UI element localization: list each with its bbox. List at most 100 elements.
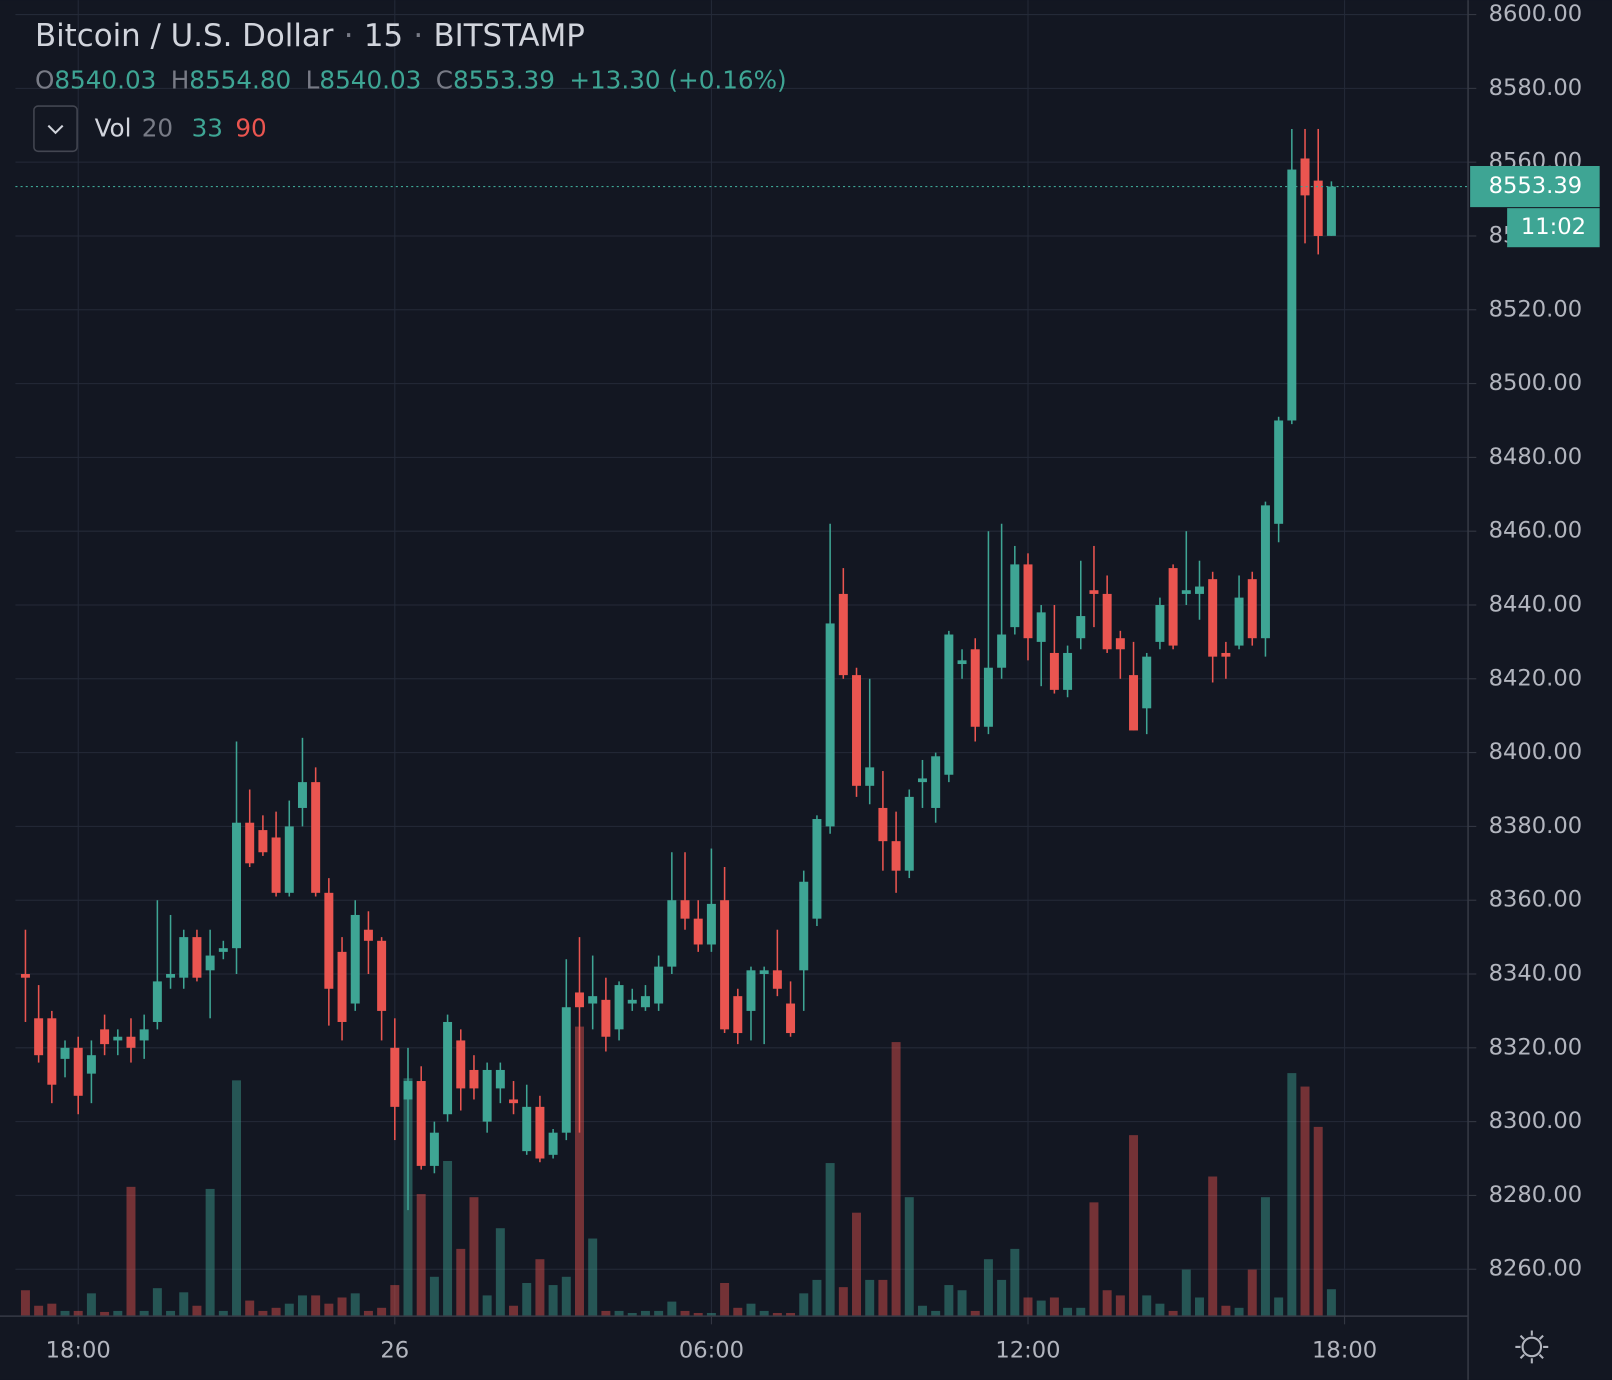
- legend-title-line: Bitcoin / U.S. Dollar · 15 · BITSTAMP: [35, 18, 585, 54]
- candle-body: [495, 1069, 505, 1089]
- candle-body: [258, 830, 268, 853]
- volume-bar: [337, 1297, 347, 1317]
- volume-bar: [297, 1295, 307, 1317]
- candle-body: [1300, 158, 1310, 196]
- y-tick-label: 8600.00: [1489, 1, 1583, 27]
- candle-body: [469, 1069, 479, 1089]
- collapse-button[interactable]: [33, 105, 78, 153]
- candle-body: [73, 1047, 83, 1096]
- volume-bar: [429, 1276, 439, 1317]
- volume-bar: [654, 1310, 664, 1317]
- volume-bar: [733, 1307, 743, 1317]
- settings-icon[interactable]: [1515, 1330, 1549, 1364]
- candle-body: [1287, 169, 1297, 421]
- candle-body: [218, 948, 228, 952]
- volume-bar: [838, 1287, 848, 1317]
- volume-bar: [20, 1290, 30, 1317]
- volume-bar: [601, 1310, 611, 1317]
- candle-body: [944, 634, 954, 775]
- chevron-icon: [47, 124, 64, 135]
- candle-body: [852, 675, 861, 786]
- volume-bar: [284, 1303, 294, 1317]
- high-label: H: [171, 65, 190, 94]
- volume-bar: [390, 1285, 400, 1317]
- candle-body: [1208, 579, 1218, 657]
- candle-body: [1063, 652, 1073, 690]
- candle-body: [588, 996, 598, 1004]
- last-price-box: [1470, 166, 1600, 208]
- volume-bar: [970, 1310, 980, 1317]
- candle-body: [47, 1018, 57, 1085]
- candle-body: [1102, 593, 1112, 650]
- candle-body: [390, 1047, 400, 1107]
- volume-bar: [548, 1285, 558, 1317]
- volume-bar: [706, 1312, 716, 1317]
- candle-body: [1089, 590, 1099, 594]
- volume-bar: [416, 1194, 426, 1317]
- open-value: 8540.03: [54, 65, 156, 94]
- volume-bar: [588, 1238, 598, 1317]
- candle-body: [1142, 656, 1152, 709]
- volume-bar: [1036, 1300, 1046, 1317]
- volume-bar: [1089, 1202, 1099, 1317]
- candle-body: [377, 940, 387, 1011]
- volume-bars: [20, 1026, 1336, 1317]
- volume-up-color: 33: [192, 114, 223, 143]
- volume-bar: [100, 1311, 110, 1317]
- candle-body: [654, 966, 664, 1004]
- candle-body: [1234, 597, 1244, 646]
- candle-body: [865, 767, 875, 786]
- volume-bar: [1208, 1176, 1218, 1317]
- volume-bar: [152, 1288, 162, 1317]
- y-tick-label: 8380.00: [1489, 813, 1583, 839]
- candle-body: [232, 822, 241, 949]
- volume-bar: [1326, 1289, 1336, 1317]
- volume-bar: [218, 1310, 228, 1317]
- candle-body: [1023, 564, 1033, 639]
- candle-body: [1195, 586, 1204, 594]
- volume-bar: [1023, 1297, 1033, 1317]
- candle-body: [139, 1029, 149, 1041]
- volume-bar: [865, 1279, 875, 1317]
- y-tick-label: 8400.00: [1489, 739, 1583, 765]
- volume-legend: Vol 20 33 90: [95, 114, 267, 143]
- volume-bar: [1181, 1269, 1191, 1317]
- volume-bar: [324, 1303, 334, 1317]
- candle-body: [548, 1132, 558, 1155]
- y-tick-label: 8580.00: [1489, 75, 1583, 101]
- y-tick-label: 8260.00: [1489, 1256, 1583, 1282]
- volume-bar: [825, 1163, 835, 1317]
- volume-bar: [1049, 1297, 1059, 1317]
- volume-bar: [443, 1160, 453, 1317]
- volume-bar: [377, 1307, 387, 1317]
- volume-bar: [772, 1312, 782, 1317]
- volume-bar: [350, 1293, 360, 1317]
- candle-body: [680, 900, 690, 919]
- volume-bar: [561, 1276, 571, 1317]
- volume-bar: [1168, 1310, 1178, 1317]
- volume-bar: [258, 1310, 268, 1317]
- candle-body: [1221, 652, 1231, 657]
- candle-body: [1076, 616, 1086, 639]
- volume-bar: [1102, 1290, 1112, 1317]
- volume-bar: [1287, 1073, 1297, 1317]
- candle-body: [192, 937, 202, 978]
- close-value: 8553.39: [453, 65, 555, 94]
- settings-icon-rays: [1515, 1330, 1549, 1364]
- interval: 15: [364, 18, 403, 54]
- volume-bar: [680, 1310, 690, 1317]
- candle-body: [772, 970, 782, 989]
- candle-body: [363, 929, 373, 941]
- low-label: L: [306, 65, 320, 94]
- candle-body: [917, 778, 927, 783]
- x-tick-label: 26: [380, 1338, 409, 1364]
- volume-bar: [759, 1310, 769, 1317]
- candle-body: [601, 999, 611, 1037]
- volume-bar: [1129, 1135, 1139, 1317]
- candle-body: [746, 970, 756, 1011]
- candle-body: [20, 974, 30, 978]
- volume-bar: [944, 1285, 954, 1317]
- volume-bar: [126, 1186, 136, 1317]
- volume-bar: [192, 1305, 202, 1317]
